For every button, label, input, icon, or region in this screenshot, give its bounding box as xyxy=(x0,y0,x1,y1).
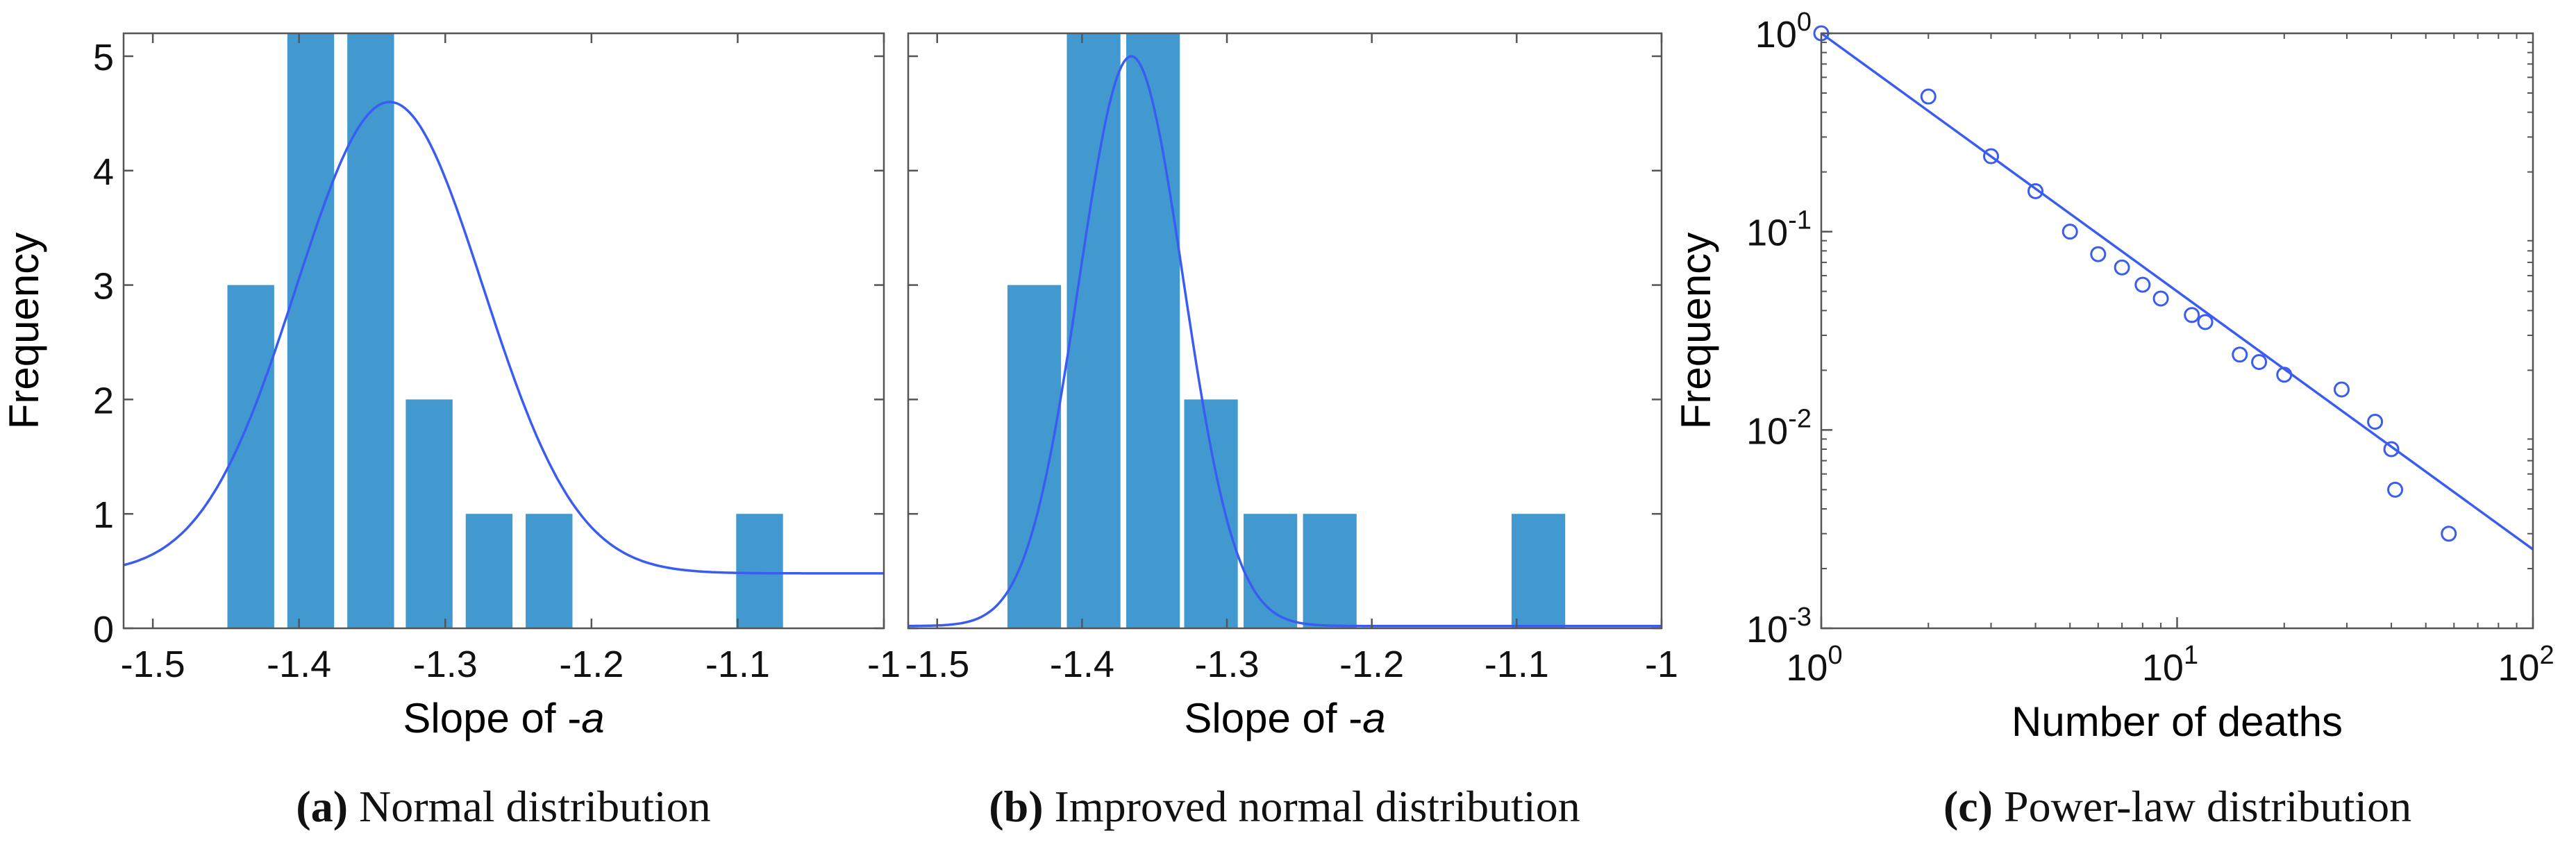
axes-frame xyxy=(122,32,885,630)
data-point xyxy=(1920,88,1937,105)
data-point xyxy=(2090,246,2107,262)
y-axis-label: Frequency xyxy=(1673,233,1719,429)
x-tick-label: -1.1 xyxy=(1484,644,1549,685)
histogram-bar xyxy=(1512,514,1566,628)
panel-b-improved-normal-distribution: -1.5 -1.4 -1.3 -1.2 -1.1 -1 Slope of -a (b) Imp… xyxy=(905,32,1678,831)
histogram-bar xyxy=(287,33,335,628)
x-tick-label: 100 xyxy=(1786,641,1842,689)
x-tick-label: -1.4 xyxy=(267,644,331,685)
panel-c-power-law-distribution: 100 101 102 100 10-1 10-2 10-3 Number of deaths… xyxy=(1673,8,2554,831)
x-axis-label: Slope of -a xyxy=(1184,695,1385,741)
x-tick-label: -1.5 xyxy=(121,644,185,685)
data-point xyxy=(2441,526,2457,542)
x-tick-label: -1.3 xyxy=(413,644,478,685)
bars xyxy=(124,33,884,628)
panel-caption: (a) Normal distribution xyxy=(296,782,710,831)
data-point xyxy=(2383,441,2400,458)
data-point xyxy=(2134,276,2151,293)
fit-curve xyxy=(124,101,884,575)
histogram-bar xyxy=(1007,285,1062,628)
data-point xyxy=(2276,367,2293,383)
x-tick-label: -1.1 xyxy=(705,644,770,685)
y-tick-label: 4 xyxy=(93,151,114,193)
plot-area xyxy=(124,33,884,628)
y-tick-label: 10-1 xyxy=(1746,206,1812,254)
data-point xyxy=(1983,148,2000,165)
data-point xyxy=(2152,290,2169,307)
histogram-bar xyxy=(1184,399,1238,628)
x-tick-label: -1 xyxy=(1645,644,1678,685)
axes-frame xyxy=(1820,32,2534,630)
histogram-bar xyxy=(526,514,573,628)
data-point xyxy=(2367,414,2384,430)
x-tick-label: -1.3 xyxy=(1195,644,1260,685)
y-tick-label: 2 xyxy=(93,380,114,421)
data-point xyxy=(2184,307,2200,324)
data-point xyxy=(2027,183,2044,199)
histogram-bar xyxy=(736,514,783,628)
x-tick-label: -1.5 xyxy=(905,644,969,685)
histogram-bar xyxy=(347,33,394,628)
data-point xyxy=(2333,381,2350,398)
y-axis-label: Frequency xyxy=(1,233,47,429)
x-tick-label: 102 xyxy=(2498,641,2554,689)
histogram-bar xyxy=(405,399,453,628)
y-tick-label: 1 xyxy=(93,494,114,536)
x-tick-label: -1.2 xyxy=(1339,644,1404,685)
y-tick-label: 5 xyxy=(93,37,114,78)
fit-line xyxy=(1820,32,2534,551)
data-point xyxy=(2387,481,2404,498)
plot-area xyxy=(908,33,1662,628)
histogram-bar xyxy=(1303,514,1357,628)
x-tick-label: -1 xyxy=(867,644,901,685)
x-tick-label: -1.4 xyxy=(1050,644,1114,685)
x-axis-label: Number of deaths xyxy=(2012,698,2343,745)
histogram-bar xyxy=(1067,33,1121,628)
panel-caption: (c) Power-law distribution xyxy=(1943,782,2411,831)
y-tick-label: 10-2 xyxy=(1746,404,1812,452)
y-tick-label: 10-3 xyxy=(1746,603,1812,651)
x-tick-label: -1.2 xyxy=(559,644,624,685)
y-tick-label: 3 xyxy=(93,266,114,308)
data-point xyxy=(2251,354,2268,371)
panel-caption: (b) Improved normal distribution xyxy=(989,782,1580,831)
histogram-bar xyxy=(465,514,513,628)
data-point xyxy=(2114,259,2130,276)
data-point xyxy=(2197,314,2214,330)
x-tick-label: 101 xyxy=(2142,641,2198,689)
histogram-bar xyxy=(1126,33,1180,628)
histogram-bar xyxy=(227,285,274,628)
panel-a-normal-distribution: -1.5 -1.4 -1.3 -1.2 -1.1 -1 0 1 2 3 4 5 Slope of -a F… xyxy=(1,32,901,831)
x-axis-label: Slope of -a xyxy=(403,695,604,741)
data-point xyxy=(2232,346,2248,363)
fit-curve xyxy=(908,55,1662,628)
y-tick-label: 100 xyxy=(1755,8,1812,56)
y-tick-label: 0 xyxy=(93,609,114,651)
bars xyxy=(908,33,1662,628)
data-point xyxy=(2061,224,2078,240)
axes-frame xyxy=(907,32,1663,630)
